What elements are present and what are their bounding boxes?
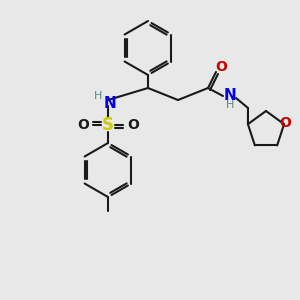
Text: H: H [226, 100, 234, 110]
Text: O: O [127, 118, 139, 132]
Text: H: H [94, 91, 102, 101]
Text: S: S [102, 116, 114, 134]
Text: O: O [279, 116, 291, 130]
Text: O: O [77, 118, 89, 132]
Text: N: N [224, 88, 236, 104]
Text: N: N [103, 95, 116, 110]
Text: O: O [215, 60, 227, 74]
